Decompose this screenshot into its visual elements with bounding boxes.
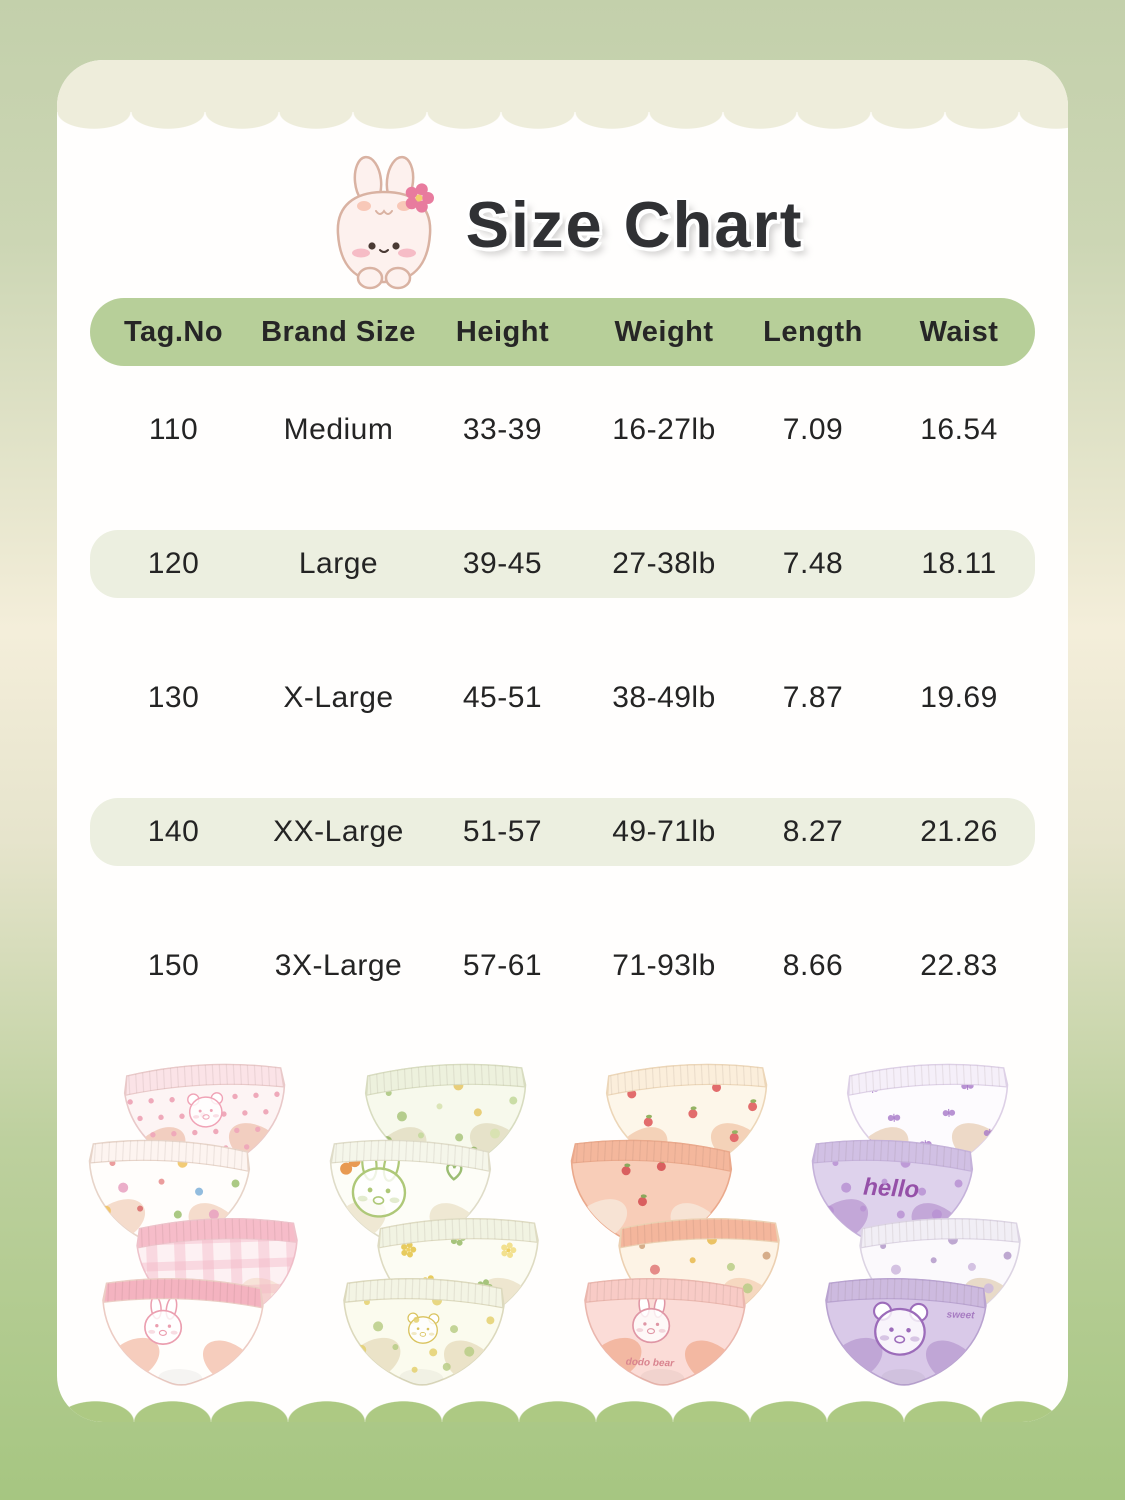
table-row-150: 150 3X-Large 57-61 71-93lb 8.66 22.83: [90, 932, 1035, 1000]
column-header-brand-size: Brand Size: [261, 315, 416, 348]
svg-text:dodo bear: dodo bear: [625, 1357, 675, 1370]
table-cell: 45-51: [462, 681, 543, 714]
table-cell: 7.87: [782, 681, 844, 714]
table-cell: 130: [147, 681, 200, 714]
table-cell: 21.26: [920, 815, 998, 848]
table-row-110: 110 Medium 33-39 16-27lb 7.09 16.54: [90, 396, 1035, 464]
table-cell: 150: [147, 949, 200, 982]
product-gallery: dodo bear hello sweet: [57, 1056, 1068, 1404]
size-chart-card: Size Chart Tag.No Brand Size Height Weight L…: [57, 60, 1068, 1422]
table-cell: 8.66: [782, 949, 844, 982]
table-cell: 49-71lb: [612, 815, 716, 848]
table-cell: 22.83: [920, 949, 998, 982]
product-photo-purple-set: hello sweet: [811, 1060, 1021, 1387]
column-header-height: Height: [455, 315, 550, 348]
product-photo-green-set: [329, 1060, 539, 1387]
table-cell: 16.54: [920, 413, 998, 446]
table-body: 110 Medium 33-39 16-27lb 7.09 16.54 120 Large 39…: [90, 396, 1035, 1000]
flower-icon: [405, 183, 434, 213]
table-cell: 3X-Large: [274, 949, 403, 982]
svg-text:sweet: sweet: [946, 1309, 975, 1321]
table-cell: 140: [147, 815, 200, 848]
table-cell: XX-Large: [273, 815, 404, 848]
bunny-mascot-icon: [336, 155, 434, 290]
page-title: Size Chart: [465, 187, 804, 261]
table-cell: 7.48: [782, 547, 844, 580]
table-cell: 120: [147, 547, 200, 580]
product-photo-peach-set: dodo bear: [570, 1060, 780, 1387]
size-table: Tag.No Brand Size Height Weight Length Waist …: [90, 298, 1035, 1000]
table-header-row: Tag.No Brand Size Height Weight Length Waist: [90, 298, 1035, 366]
brief-illustration: [102, 1276, 264, 1387]
table-cell: 39-45: [462, 547, 543, 580]
svg-text:hello: hello: [863, 1174, 920, 1204]
table-row-130: 130 X-Large 45-51 38-49lb 7.87 19.69: [90, 664, 1035, 732]
product-photo-pink-set: [88, 1060, 300, 1387]
top-scallop-band: [57, 60, 1068, 129]
table-cell: X-Large: [283, 681, 394, 714]
table-cell: 7.09: [782, 413, 844, 446]
table-cell: 16-27lb: [612, 413, 716, 446]
column-header-waist: Waist: [919, 315, 999, 348]
column-header-weight: Weight: [614, 315, 714, 348]
table-cell: 71-93lb: [612, 949, 716, 982]
table-cell: 8.27: [782, 815, 844, 848]
table-row-140: 140 XX-Large 51-57 49-71lb 8.27 21.26: [90, 798, 1035, 866]
table-row-120: 120 Large 39-45 27-38lb 7.48 18.11: [90, 530, 1035, 598]
table-cell: 18.11: [921, 547, 997, 580]
table-cell: Medium: [283, 413, 394, 446]
table-cell: 110: [148, 413, 199, 446]
table-cell: 51-57: [462, 815, 543, 848]
table-cell: 33-39: [462, 413, 543, 446]
table-cell: 19.69: [920, 681, 998, 714]
brief-illustration: sweet: [825, 1276, 987, 1387]
header: Size Chart: [57, 148, 1068, 300]
brief-illustration: [343, 1276, 505, 1387]
column-header-length: Length: [763, 315, 863, 348]
table-cell: 27-38lb: [612, 547, 716, 580]
column-header-tag-no: Tag.No: [123, 315, 224, 348]
table-cell: 38-49lb: [612, 681, 716, 714]
table-cell: Large: [298, 547, 379, 580]
table-cell: 57-61: [462, 949, 543, 982]
bottom-scallop-band: [57, 1401, 1068, 1422]
brief-illustration: dodo bear: [584, 1276, 746, 1387]
